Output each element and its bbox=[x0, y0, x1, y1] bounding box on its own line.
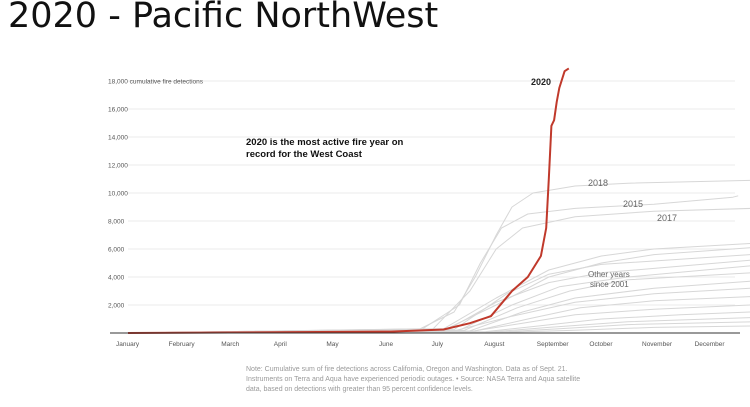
y-tick-label: 16,000 bbox=[108, 107, 128, 114]
note-line-1: Note: Cumulative sum of fire detections … bbox=[246, 366, 568, 373]
y-tick-label: 2,000 bbox=[108, 303, 125, 310]
series-line-2018 bbox=[127, 179, 750, 334]
x-tick-label: November bbox=[642, 341, 673, 348]
x-tick-label: April bbox=[274, 341, 288, 348]
x-tick-label: June bbox=[379, 341, 393, 348]
y-tick-label: 4,000 bbox=[108, 275, 125, 282]
series-line-other-year bbox=[127, 259, 750, 334]
series-line-other-year bbox=[127, 254, 750, 334]
note-line-2: Instruments on Terra and Aqua have exper… bbox=[246, 376, 581, 383]
series-line-2015 bbox=[127, 195, 739, 334]
series-line-other-year bbox=[127, 287, 750, 334]
annotation-line-1: 2020 is the most active fire year on bbox=[246, 137, 404, 148]
other-years-label-line2: since 2001 bbox=[590, 280, 629, 289]
x-tick-label: August bbox=[484, 341, 504, 348]
series-labels: 2020 2018 2015 2017 Other years since 20… bbox=[531, 77, 677, 289]
series-line-other-year bbox=[127, 280, 750, 334]
y-tick-label: 12,000 bbox=[108, 163, 128, 170]
grid-layer bbox=[128, 80, 735, 306]
y-tick-label: 10,000 bbox=[108, 191, 128, 198]
y-tick-label: 6,000 bbox=[108, 247, 125, 254]
x-tick-label: July bbox=[432, 341, 444, 348]
note-line-3: data, based on detections with greater t… bbox=[246, 386, 473, 393]
series-label-2020: 2020 bbox=[531, 77, 551, 87]
x-tick-label: May bbox=[326, 341, 339, 348]
series-lines bbox=[127, 67, 750, 334]
slide-title: 2020 - Pacific NorthWest bbox=[8, 0, 439, 36]
annotation: 2020 is the most active fire year on rec… bbox=[246, 137, 404, 160]
other-years-label-line1: Other years bbox=[588, 270, 630, 279]
x-tick-label: February bbox=[169, 341, 196, 348]
series-label-2017: 2017 bbox=[657, 213, 677, 223]
series-line-2020 bbox=[127, 67, 570, 334]
x-tick-label: September bbox=[537, 341, 570, 348]
y-tick-label: 18,000 cumulative fire detections bbox=[108, 79, 204, 86]
axis-layer: 2,000 4,000 6,000 8,000 10,000 12,000 14,000 16… bbox=[108, 79, 740, 348]
x-tick-label: October bbox=[589, 341, 613, 348]
y-tick-label: 14,000 bbox=[108, 135, 128, 142]
series-label-2018: 2018 bbox=[588, 178, 608, 188]
series-line-2017 bbox=[127, 207, 750, 334]
x-tick-label: January bbox=[116, 341, 140, 348]
x-tick-label: December bbox=[695, 341, 726, 348]
series-label-2015: 2015 bbox=[623, 199, 643, 209]
source-note: Note: Cumulative sum of fire detections … bbox=[246, 365, 606, 395]
annotation-line-2: record for the West Coast bbox=[246, 149, 363, 160]
y-tick-label: 8,000 bbox=[108, 219, 125, 226]
x-tick-label: March bbox=[221, 341, 239, 348]
